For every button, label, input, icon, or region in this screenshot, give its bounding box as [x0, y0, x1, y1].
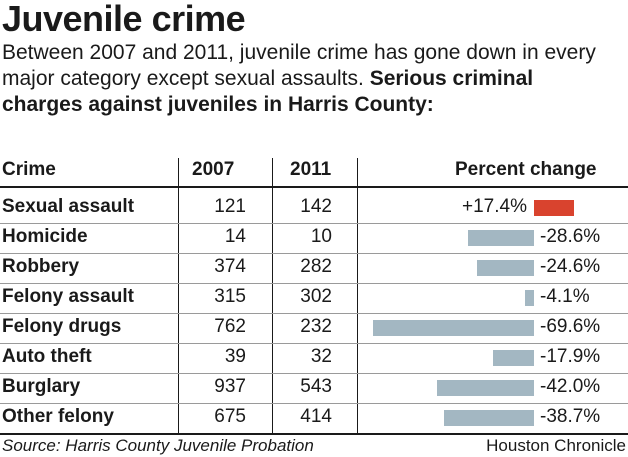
percent-change-label: -24.6% [540, 256, 601, 277]
percent-change-label: -4.1% [540, 286, 590, 307]
row-divider [0, 373, 628, 374]
table-row: Homicide 14 10 -28.6% [0, 223, 628, 253]
header-2007: 2007 [192, 159, 235, 180]
credit: Houston Chronicle [486, 436, 626, 455]
crime-label: Burglary [2, 376, 81, 397]
crime-label: Sexual assault [2, 196, 135, 217]
header-rule [0, 186, 628, 188]
table-row: Auto theft 39 32 -17.9% [0, 343, 628, 373]
crime-label: Felony assault [2, 286, 134, 307]
table-row: Sexual assault 121 142 +17.4% [0, 193, 628, 223]
crime-label: Homicide [2, 226, 88, 247]
row-divider [0, 313, 628, 314]
table-row: Other felony 675 414 -38.7% [0, 403, 628, 433]
value-2011: 543 [300, 376, 332, 397]
intro-text: Between 2007 and 2011, juvenile crime ha… [2, 40, 612, 118]
footer-rule [0, 433, 628, 435]
header-crime: Crime [2, 159, 56, 180]
percent-change-label: -17.9% [540, 346, 601, 367]
column-divider-3 [357, 158, 358, 434]
crime-label: Felony drugs [2, 316, 122, 337]
value-2011: 32 [310, 346, 332, 367]
value-2007: 315 [214, 286, 246, 307]
bar-decrease [477, 260, 534, 276]
table-row: Felony assault 315 302 -4.1% [0, 283, 628, 313]
value-2011: 302 [300, 286, 332, 307]
bar-decrease [492, 350, 534, 366]
bar-decrease [373, 320, 534, 336]
chart-title: Juvenile crime [2, 0, 246, 39]
value-2007: 121 [214, 196, 246, 217]
value-2007: 762 [214, 316, 246, 337]
bar-decrease [436, 380, 534, 396]
crime-label: Other felony [2, 406, 114, 427]
row-divider [0, 403, 628, 404]
percent-change-label: -28.6% [540, 226, 601, 247]
intro-bold: Serious criminal charges against juvenil… [2, 67, 534, 116]
value-2007: 14 [224, 226, 246, 247]
table-row: Robbery 374 282 -24.6% [0, 253, 628, 283]
bar-increase [534, 200, 575, 216]
table-row: Felony drugs 762 232 -69.6% [0, 313, 628, 343]
value-2011: 142 [300, 196, 332, 217]
row-divider [0, 223, 628, 224]
percent-change-label: -69.6% [540, 316, 601, 337]
crime-label: Auto theft [2, 346, 92, 367]
value-2007: 937 [214, 376, 246, 397]
source-note: Source: Harris County Juvenile Probation [2, 436, 314, 455]
value-2011: 10 [310, 226, 332, 247]
header-percent-change: Percent change [455, 159, 597, 180]
percent-change-label: -42.0% [540, 376, 601, 397]
value-2007: 39 [224, 346, 246, 367]
row-divider [0, 343, 628, 344]
intro-plain: Between 2007 and 2011, juvenile crime ha… [2, 41, 596, 90]
bar-decrease [524, 290, 534, 306]
bar-decrease [444, 410, 534, 426]
column-divider-1 [178, 158, 179, 434]
value-2011: 232 [300, 316, 332, 337]
percent-change-label: -38.7% [540, 406, 601, 427]
value-2011: 282 [300, 256, 332, 277]
value-2007: 675 [214, 406, 246, 427]
percent-change-label: +17.4% [462, 196, 527, 217]
value-2007: 374 [214, 256, 246, 277]
column-divider-2 [272, 158, 273, 434]
bar-decrease [467, 230, 534, 246]
row-divider [0, 283, 628, 284]
value-2011: 414 [300, 406, 332, 427]
crime-label: Robbery [2, 256, 80, 277]
header-2011: 2011 [290, 159, 332, 180]
row-divider [0, 253, 628, 254]
table-row: Burglary 937 543 -42.0% [0, 373, 628, 403]
